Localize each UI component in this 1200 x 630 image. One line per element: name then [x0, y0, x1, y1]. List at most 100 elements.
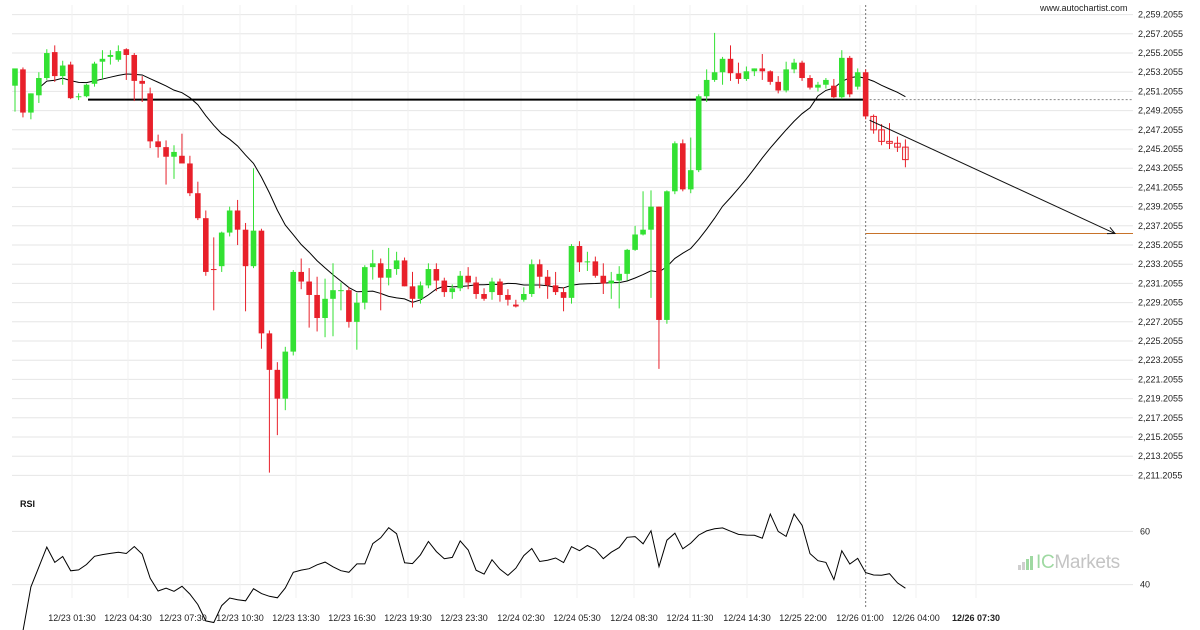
candle-up	[75, 96, 82, 98]
price-tick-label: 2,221.2055	[1138, 374, 1183, 384]
x-tick-label: 12/23 16:30	[328, 613, 376, 623]
candle-up	[664, 191, 670, 320]
candle-down	[210, 269, 217, 271]
candle-up	[449, 288, 456, 293]
price-tick-label: 2,241.2055	[1138, 182, 1183, 192]
rsi-label: RSI	[20, 499, 36, 509]
price-tick-label: 2,223.2055	[1138, 355, 1183, 365]
candle-down	[735, 73, 742, 79]
price-tick-label: 2,259.2055	[1138, 10, 1183, 20]
price-tick-label: 2,211.2055	[1138, 470, 1182, 480]
candle-up	[425, 269, 432, 286]
candle-down	[274, 369, 281, 399]
candle-up	[393, 260, 400, 270]
candle-up	[362, 267, 368, 303]
candle-down	[473, 282, 479, 295]
candle-down	[497, 281, 503, 295]
candle-down	[799, 62, 805, 79]
candle-down	[481, 294, 487, 299]
watermark-text: www.autochartist.com	[1040, 3, 1128, 13]
candle-up	[703, 79, 710, 97]
candle-up	[417, 285, 424, 299]
x-tick-label: 12/23 23:30	[440, 613, 488, 623]
candle-down	[314, 294, 320, 319]
candle-up	[823, 79, 829, 85]
candle-down	[846, 57, 853, 95]
candle-down	[51, 52, 58, 77]
candle-up	[648, 206, 654, 230]
brand-prefix: IC	[1036, 552, 1055, 573]
x-tick-label: 12/26 04:00	[892, 613, 940, 623]
x-tick-label: 12/24 14:30	[723, 613, 771, 623]
candle-down	[179, 155, 185, 164]
candle-up	[695, 96, 702, 171]
projected-candle	[886, 140, 893, 144]
x-tick-label: 12/24 05:30	[553, 613, 601, 623]
candle-up	[616, 273, 622, 281]
candle-down	[155, 141, 161, 148]
candle-up	[330, 290, 336, 299]
candle-down	[465, 275, 471, 283]
projection-arrow	[869, 119, 1116, 234]
candle-up	[815, 84, 821, 88]
x-tick-label: 12/23 10:30	[216, 613, 264, 623]
candle-up	[624, 249, 630, 274]
candle-down	[187, 163, 193, 194]
candle-up	[711, 72, 718, 80]
price-tick-label: 2,237.2055	[1138, 221, 1183, 231]
candle-down	[759, 68, 766, 72]
candle-up	[528, 264, 535, 295]
candle-down	[560, 292, 567, 298]
candle-down	[441, 280, 448, 293]
x-tick-label: 12/23 01:30	[48, 613, 96, 623]
candle-down	[20, 69, 26, 113]
candle-up	[751, 68, 758, 72]
candle-down	[807, 78, 813, 88]
x-tick-label: 12/25 22:00	[779, 613, 827, 623]
candle-down	[377, 263, 384, 278]
candle-down	[266, 333, 273, 370]
price-tick-label: 2,213.2055	[1138, 451, 1183, 461]
candle-down	[576, 246, 583, 263]
candle-down	[831, 85, 837, 98]
candle-down	[862, 72, 869, 117]
candle-down	[680, 143, 686, 190]
x-tick-label-current: 12/26 07:30	[952, 613, 1000, 623]
candle-down	[592, 261, 599, 276]
candle-down	[163, 147, 169, 157]
brand-logo: IC Markets	[1018, 552, 1120, 574]
price-tick-label: 2,219.2055	[1138, 394, 1183, 404]
candle-down	[258, 230, 265, 334]
candle-up	[687, 170, 694, 190]
candle-up	[719, 58, 726, 73]
candle-up	[791, 62, 797, 70]
price-tick-label: 2,251.2055	[1138, 86, 1183, 96]
candle-down	[552, 285, 559, 293]
candle-up	[489, 281, 495, 293]
x-tick-label: 12/23 13:30	[272, 613, 320, 623]
candle-up	[457, 275, 463, 289]
rsi-line	[22, 512, 906, 630]
candle-down	[242, 229, 249, 267]
candle-down	[544, 276, 551, 286]
brand-name: Markets	[1054, 552, 1120, 573]
price-tick-label: 2,245.2055	[1138, 144, 1183, 154]
price-tick-label: 2,243.2055	[1138, 163, 1183, 173]
candle-down	[656, 206, 662, 320]
price-tick-label: 2,247.2055	[1138, 125, 1183, 135]
candle-down	[433, 269, 440, 281]
candle-up	[250, 230, 257, 267]
candle-up	[83, 84, 90, 97]
candle-up	[99, 58, 106, 62]
candle-up	[218, 232, 225, 267]
price-tick-label: 2,231.2055	[1138, 278, 1183, 288]
candle-down	[536, 264, 543, 277]
candle-down	[600, 275, 607, 284]
candle-up	[44, 53, 50, 79]
candle-down	[131, 54, 138, 81]
candle-up	[107, 54, 114, 57]
projected-candle	[894, 142, 901, 148]
candle-up	[354, 302, 360, 322]
candle-up	[59, 65, 66, 77]
